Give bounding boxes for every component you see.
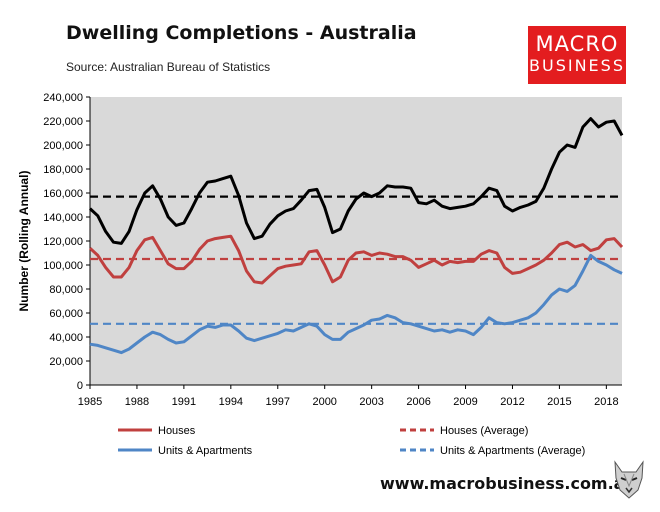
logo-line-1: MACRO [535,32,619,56]
x-tick-label: 2000 [312,396,336,408]
y-tick-label: 60,000 [49,308,83,320]
x-tick-label: 2012 [500,396,524,408]
chart-subtitle: Source: Australian Bureau of Statistics [66,60,271,74]
x-tick-label: 2015 [547,396,571,408]
y-tick-label: 200,000 [43,140,83,152]
y-tick-label: 140,000 [43,212,83,224]
y-tick-label: 240,000 [43,92,83,104]
series-line-units-apartments [89,253,623,355]
website-url[interactable]: www.macrobusiness.com.au [380,474,636,493]
legend-label-houses: Houses [158,425,196,437]
series-line-houses [88,234,624,285]
x-tick-label: 1997 [266,396,290,408]
plot-area [90,97,622,385]
y-tick-label: 20,000 [49,356,83,368]
chart-title: Dwelling Completions - Australia [66,22,417,44]
x-tick-label: 1991 [172,396,196,408]
y-axis-label: Number (Rolling Annual) [17,171,31,312]
legend-label-units-apartments: Units & Apartments [158,445,253,457]
x-tick-label: 1988 [125,396,149,408]
logo-line-2: BUSINESS [529,56,625,75]
y-tick-label: 80,000 [49,284,83,296]
x-tick-label: 2018 [594,396,618,408]
x-tick-label: 2009 [453,396,477,408]
wolf-logo-icon [614,460,644,499]
legend-label-houses-average: Houses (Average) [440,425,528,437]
y-tick-label: 120,000 [43,236,83,248]
y-tick-label: 0 [77,380,83,392]
x-tick-label: 1985 [78,396,102,408]
y-tick-label: 180,000 [43,164,83,176]
x-tick-label: 2006 [406,396,430,408]
y-tick-label: 220,000 [43,116,83,128]
x-tick-label: 1994 [219,396,243,408]
series-line-total [88,117,624,245]
legend-label-units-apartments-average: Units & Apartments (Average) [440,445,585,457]
y-tick-label: 100,000 [43,260,83,272]
y-tick-label: 40,000 [49,332,83,344]
x-tick-label: 2003 [359,396,383,408]
macrobusiness-logo: MACRO BUSINESS [528,26,626,84]
y-tick-label: 160,000 [43,188,83,200]
